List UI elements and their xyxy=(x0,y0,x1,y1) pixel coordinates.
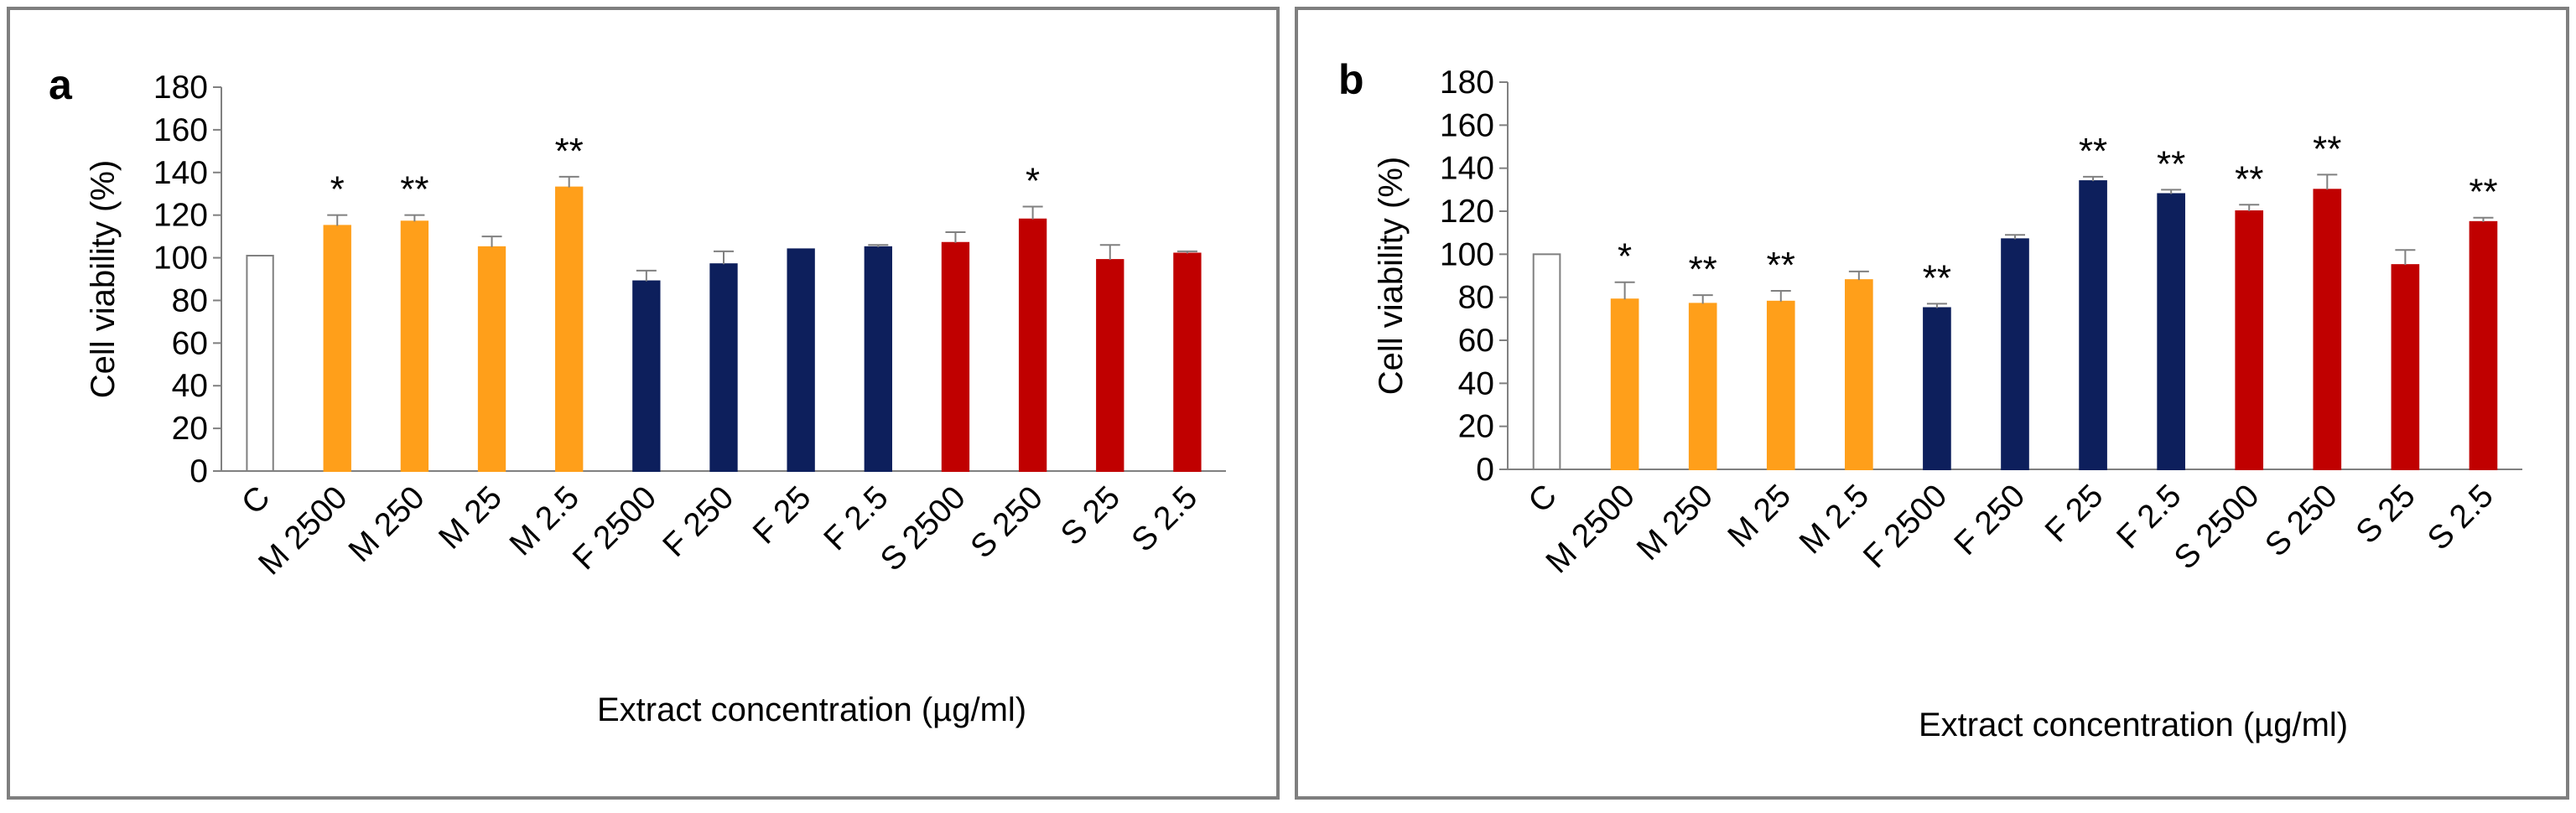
chart-b-category-label: S 250 xyxy=(2258,478,2344,563)
chart-b-bar xyxy=(1532,253,1561,470)
chart-a-category-label: M 250 xyxy=(342,479,432,569)
chart-a-y-tick-label: 20 xyxy=(172,411,208,447)
chart-a-bar xyxy=(400,220,429,473)
chart-a-y-tick-label: 60 xyxy=(172,325,208,361)
chart-b-category-label: S 2.5 xyxy=(2421,478,2501,557)
chart-b-y-tick-label: 20 xyxy=(1458,409,1494,445)
chart-b-significance-marker: * xyxy=(1618,236,1632,277)
chart-a-category-label: F 250 xyxy=(656,479,740,564)
chart-a-x-axis-title: Extract concentration (µg/ml) xyxy=(597,691,1026,728)
chart-a-bar xyxy=(864,246,892,472)
chart-a-category-label: S 2.5 xyxy=(1124,479,1204,559)
chart-b-category-label: F 25 xyxy=(2038,478,2111,550)
chart-b-significance-marker: ** xyxy=(2079,131,2107,172)
chart-b-significance-marker: ** xyxy=(1689,249,1717,290)
chart-b-category-label: F 2500 xyxy=(1857,478,1954,575)
chart-b-category-label: C xyxy=(1522,478,1564,520)
chart-panel-b: b 0 20 40 60 80 100 120 140 160 180 Cell viability … xyxy=(1295,7,2569,800)
chart-a-bar xyxy=(1018,218,1047,472)
chart-a-category-label: S 25 xyxy=(1054,479,1127,552)
chart-a-y-tick-label: 0 xyxy=(190,453,208,489)
chart-a-bar xyxy=(632,280,661,472)
chart-a-bar xyxy=(555,186,584,472)
chart-b-y-tick-label: 40 xyxy=(1458,365,1494,401)
chart-b-significance-marker: ** xyxy=(2157,143,2185,184)
chart-a-category-label: M 25 xyxy=(432,479,509,557)
chart-b-significance-marker: ** xyxy=(1767,245,1795,286)
chart-b-bar xyxy=(1610,298,1639,470)
chart-b-significance-marker: ** xyxy=(2469,172,2497,213)
chart-b-bar xyxy=(2235,210,2264,470)
chart-a-bar xyxy=(787,248,815,472)
chart-a-bar xyxy=(323,225,351,472)
chart-b-category-label: S 2500 xyxy=(2168,478,2267,577)
chart-b-panel-label: b xyxy=(1338,56,1364,103)
chart-a-bar xyxy=(709,263,738,473)
chart-b-y-tick-label: 160 xyxy=(1440,107,1494,143)
chart-b-x-axis-title: Extract concentration (µg/ml) xyxy=(1919,707,2348,743)
chart-b-bar xyxy=(1923,307,1951,470)
chart-a-significance-marker: * xyxy=(1026,160,1040,201)
chart-a-bar xyxy=(477,246,506,472)
chart-b-y-tick-label: 0 xyxy=(1476,452,1494,488)
bar-chart-b: b 0 20 40 60 80 100 120 140 160 180 Cell viability … xyxy=(1338,56,2522,743)
chart-a-bar xyxy=(1096,259,1124,472)
chart-a-category-label: F 25 xyxy=(746,479,818,551)
chart-b-bar xyxy=(1766,300,1795,470)
chart-b-bar xyxy=(1688,303,1717,470)
chart-a-category-label: S 2500 xyxy=(874,479,973,578)
chart-b-y-tick-label: 80 xyxy=(1458,280,1494,316)
chart-b-category-label: F 250 xyxy=(1947,478,2032,562)
chart-b-y-tick-label: 140 xyxy=(1440,151,1494,187)
chart-b-significance-marker: ** xyxy=(1923,257,1951,298)
chart-a-y-tick-label: 120 xyxy=(153,198,208,234)
chart-b-category-label: M 25 xyxy=(1721,478,1798,555)
chart-b-bar xyxy=(2079,180,2107,470)
chart-a-y-axis-title: Cell viability (%) xyxy=(85,160,122,399)
chart-b-y-tick-label: 60 xyxy=(1458,323,1494,359)
chart-b-y-tick-label: 180 xyxy=(1440,65,1494,101)
chart-a-category-label: F 2500 xyxy=(566,479,663,577)
chart-b-bar xyxy=(1845,279,1873,470)
chart-b-y-tick-label: 100 xyxy=(1440,236,1494,272)
chart-b-category-label: M 250 xyxy=(1630,478,1720,567)
chart-a-bar xyxy=(246,255,274,472)
chart-a-y-tick-label: 180 xyxy=(153,70,208,106)
chart-b-category-label: M 2500 xyxy=(1540,478,1642,580)
chart-b-bar xyxy=(2157,193,2185,470)
chart-a-bar xyxy=(1173,252,1202,472)
bar-chart-a: a 0 20 40 60 80 100 120 140 160 180 Cell viability … xyxy=(49,61,1226,728)
chart-a-significance-marker: ** xyxy=(555,131,584,172)
chart-a-y-tick-label: 160 xyxy=(153,112,208,148)
chart-a-category-label: M 2500 xyxy=(252,479,354,582)
chart-a-significance-marker: * xyxy=(330,169,345,210)
chart-a-panel-label: a xyxy=(49,61,73,108)
chart-b-bar xyxy=(2391,264,2420,470)
chart-b-significance-marker: ** xyxy=(2313,128,2341,169)
chart-b-bar xyxy=(2469,220,2498,470)
chart-a-y-tick-label: 40 xyxy=(172,368,208,404)
chart-b-bar xyxy=(2001,238,2029,470)
chart-b-bar xyxy=(2313,189,2342,470)
chart-b-significance-marker: ** xyxy=(2235,158,2263,199)
chart-b-y-tick-label: 120 xyxy=(1440,194,1494,230)
chart-b-y-axis-title: Cell viability (%) xyxy=(1373,157,1410,396)
chart-a-y-tick-label: 100 xyxy=(153,241,208,277)
chart-a-category-label: C xyxy=(235,479,277,521)
chart-a-significance-marker: ** xyxy=(400,169,428,210)
chart-a-y-tick-label: 80 xyxy=(172,282,208,318)
chart-a-y-tick-label: 140 xyxy=(153,155,208,191)
chart-b-category-label: S 25 xyxy=(2350,478,2423,551)
chart-panel-a: a 0 20 40 60 80 100 120 140 160 180 Cell viability … xyxy=(7,7,1280,800)
chart-a-category-label: S 250 xyxy=(964,479,1050,565)
chart-a-bar xyxy=(941,241,970,472)
